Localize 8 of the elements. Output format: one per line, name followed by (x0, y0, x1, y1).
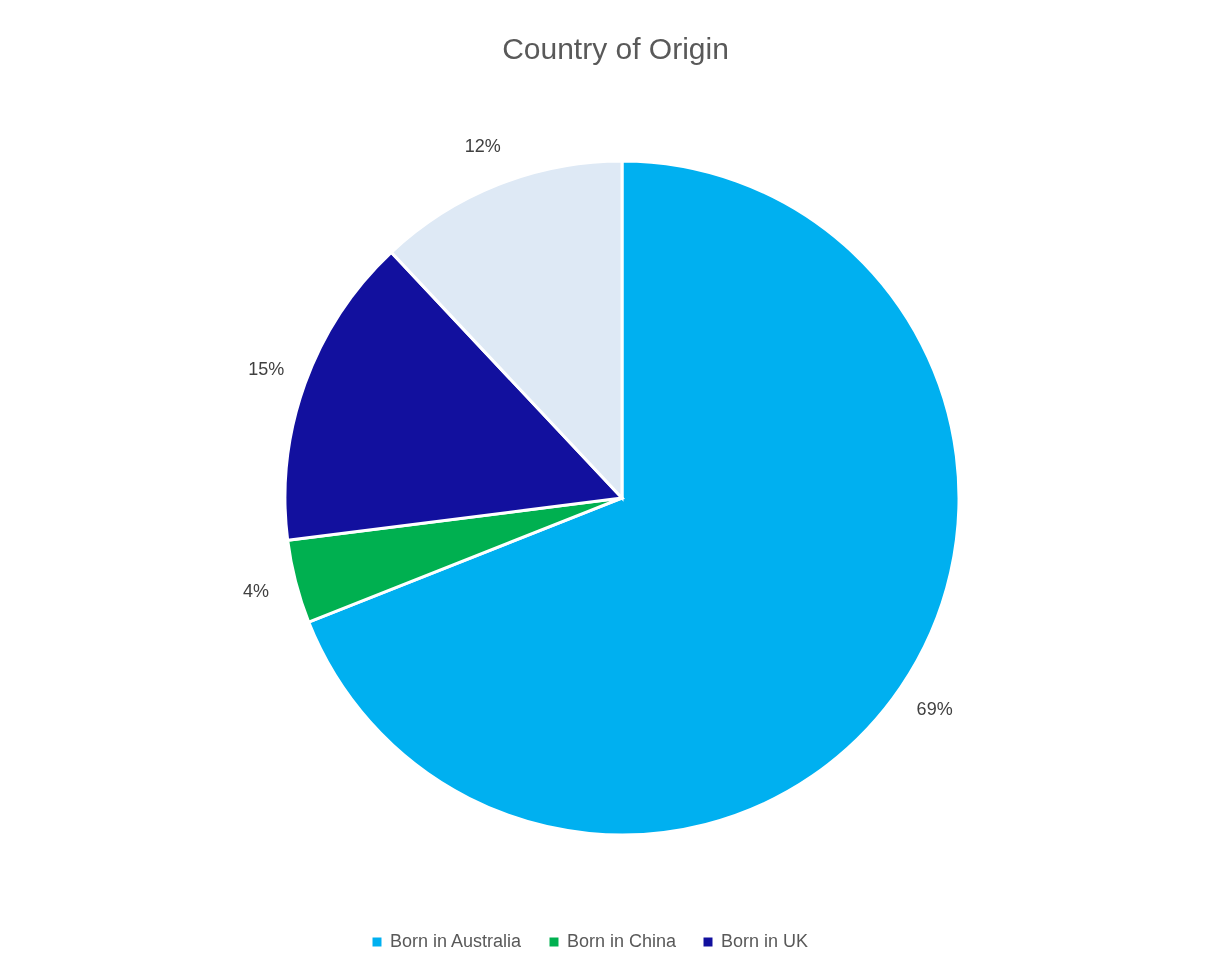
data-label: 15% (248, 358, 285, 379)
legend-label: Born in Australia (390, 931, 523, 951)
data-label: 69% (916, 699, 953, 720)
legend-label: Born in UK (721, 931, 809, 951)
data-label: 12% (464, 135, 501, 156)
data-label: 4% (242, 581, 269, 601)
chart-title: Country of Origin (502, 32, 729, 65)
legend-label: Born in China (567, 931, 678, 951)
